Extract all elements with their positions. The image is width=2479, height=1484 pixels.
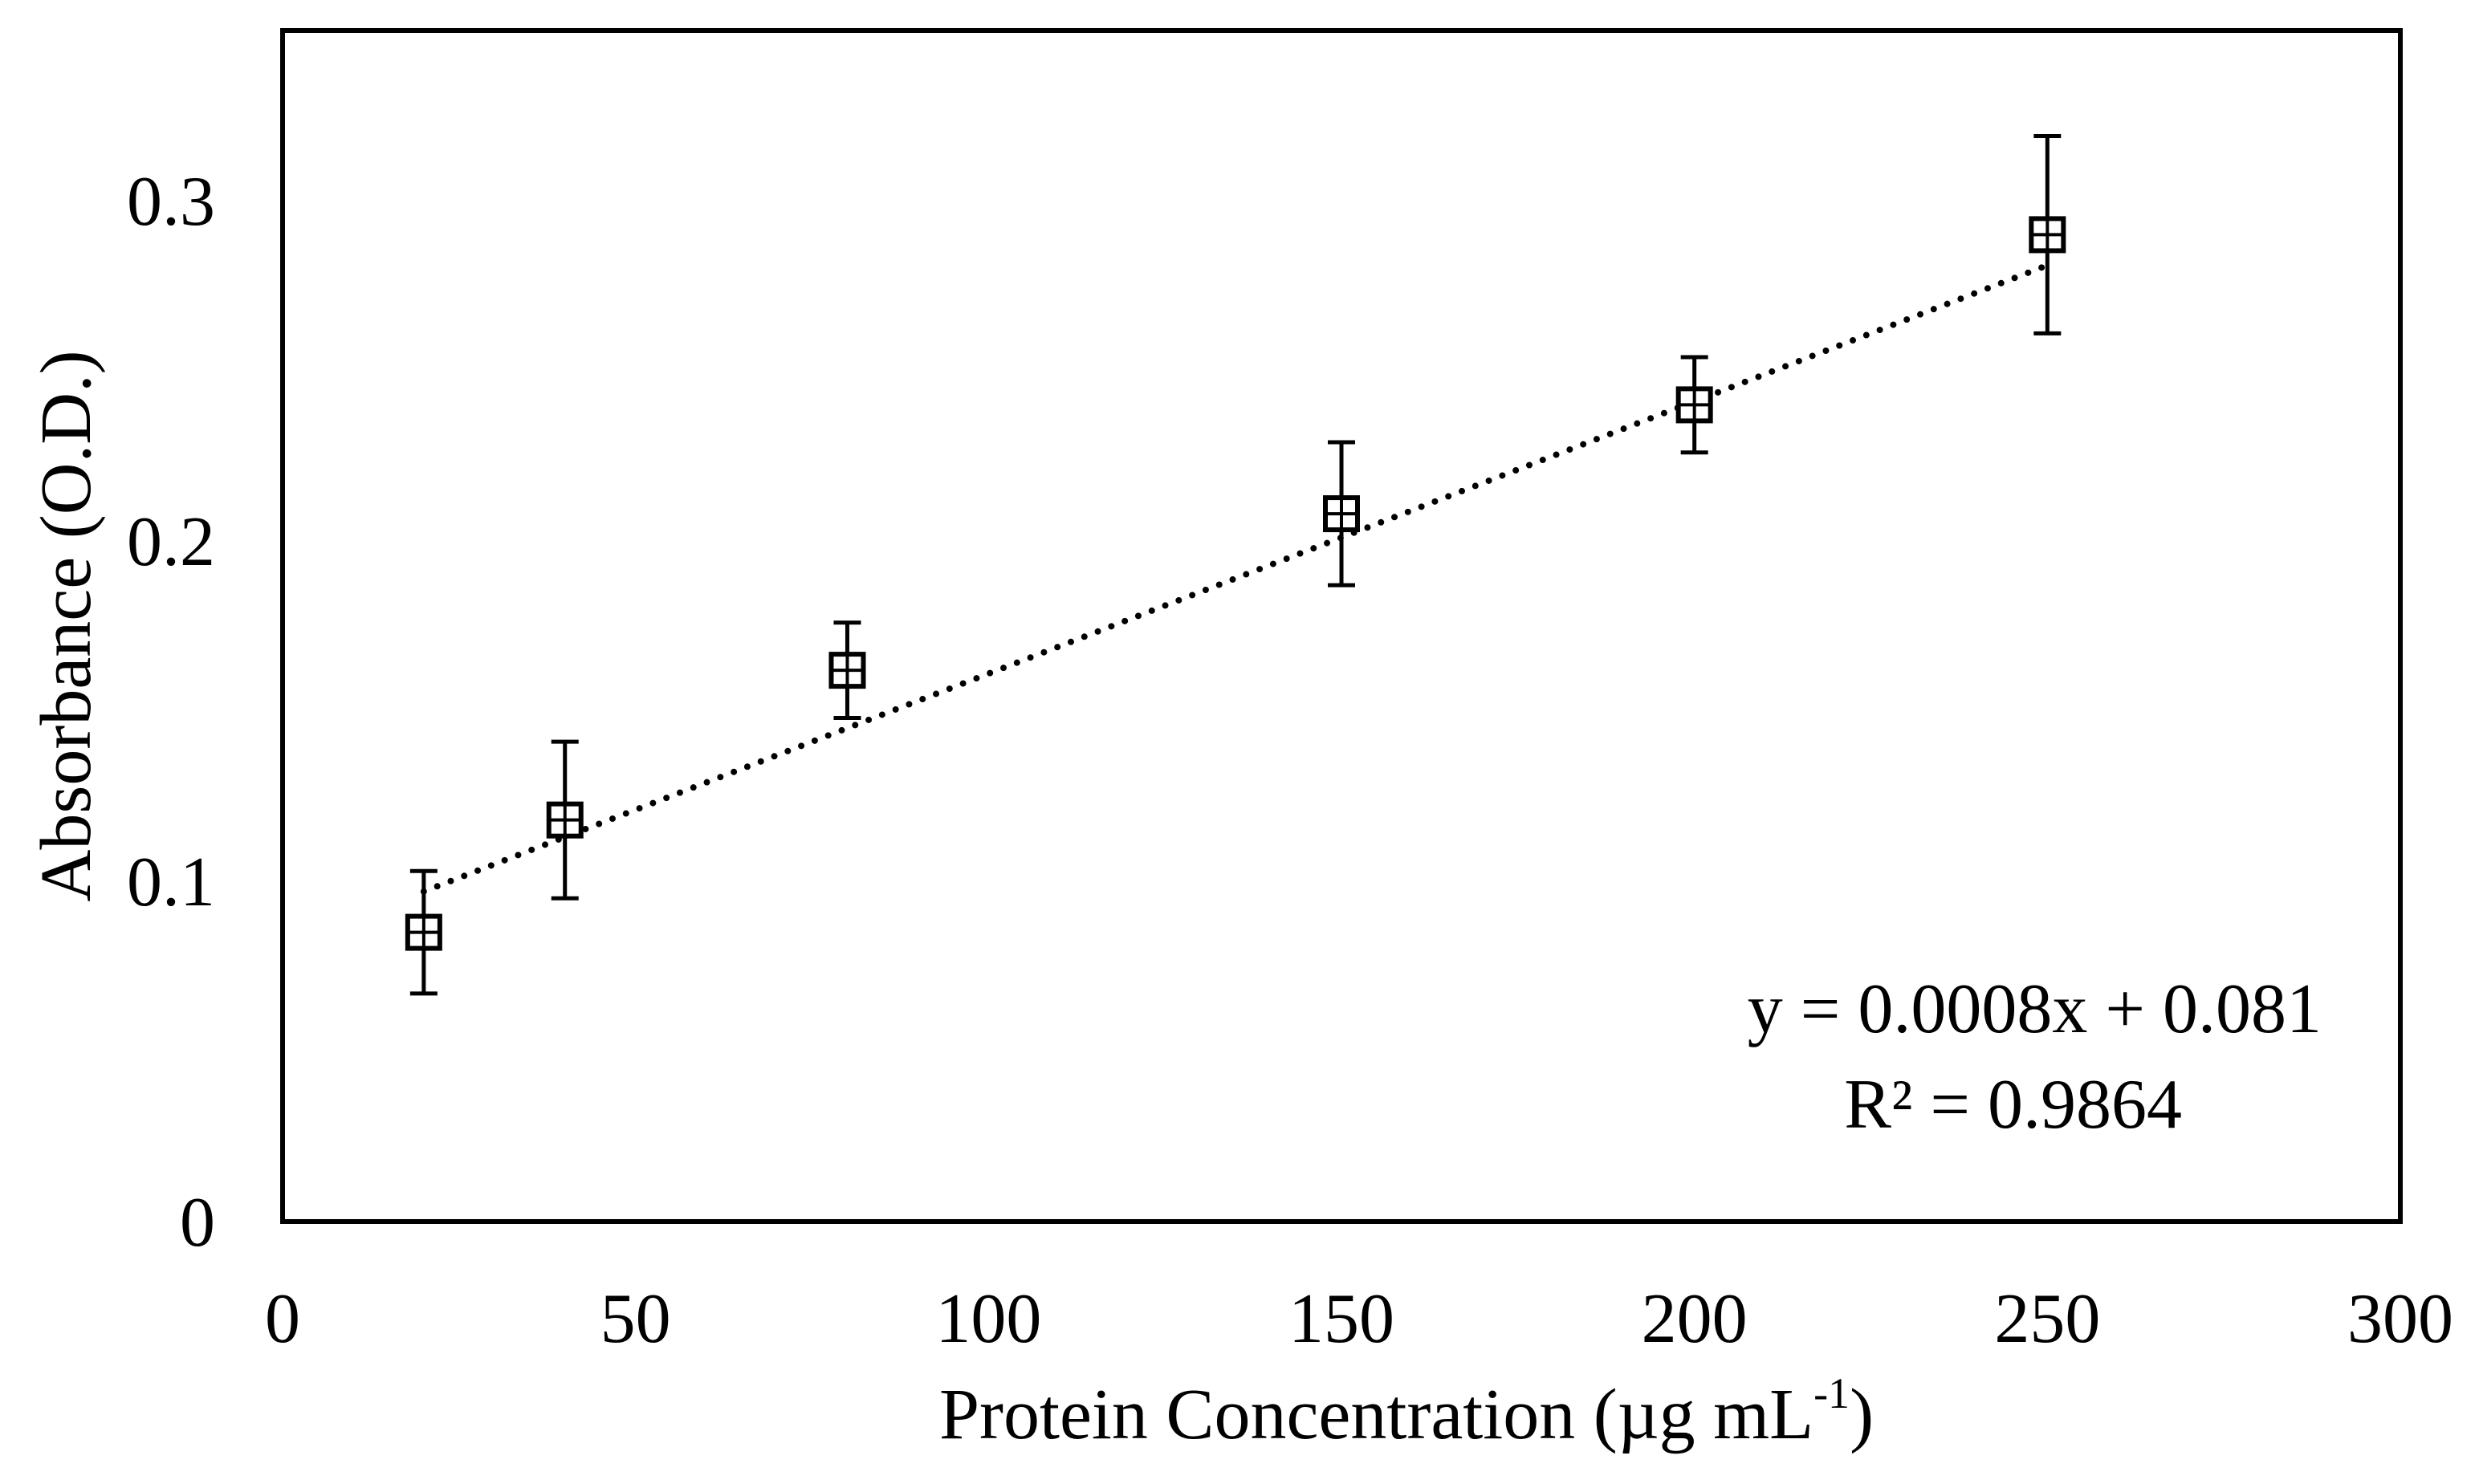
- x-axis-title: Protein Concentration (µg mL-1): [939, 1369, 1874, 1454]
- data-points: [405, 133, 2066, 996]
- trendline-equation: y = 0.0008x + 0.081: [1748, 970, 2322, 1048]
- x-axis-title-suffix: ): [1850, 1375, 1874, 1454]
- y-tick-label: 0.3: [127, 163, 215, 241]
- trendline: [420, 262, 2051, 895]
- data-point: [828, 620, 866, 720]
- x-tick-labels: 0 50 100 150 200 250 300: [265, 1280, 2453, 1358]
- y-axis-title: Absorbance (O.D.): [26, 350, 106, 901]
- y-tick-label: 0.2: [127, 503, 215, 581]
- data-point: [405, 868, 442, 996]
- trendline-r-squared: R² = 0.9864: [1844, 1066, 2182, 1144]
- data-point: [1675, 355, 1713, 455]
- x-tick-label: 300: [2347, 1280, 2453, 1358]
- y-tick-label: 0: [180, 1184, 215, 1262]
- x-axis-title-superscript: -1: [1813, 1369, 1850, 1417]
- data-point: [2029, 133, 2066, 335]
- y-tick-label: 0.1: [127, 844, 215, 921]
- data-point: [546, 739, 584, 901]
- x-axis-title-main: Protein Concentration (µg mL: [939, 1375, 1813, 1454]
- x-tick-label: 200: [1642, 1280, 1748, 1358]
- x-tick-label: 250: [1994, 1280, 2100, 1358]
- x-tick-label: 100: [935, 1280, 1041, 1358]
- trendline-group: [420, 262, 2051, 895]
- x-tick-label: 150: [1288, 1280, 1394, 1358]
- x-tick-label: 50: [600, 1280, 671, 1358]
- y-tick-labels: 0 0.1 0.2 0.3: [127, 163, 215, 1262]
- plot-frame: [280, 28, 2403, 1224]
- x-tick-label: 0: [265, 1280, 300, 1358]
- data-point: [1323, 440, 1360, 588]
